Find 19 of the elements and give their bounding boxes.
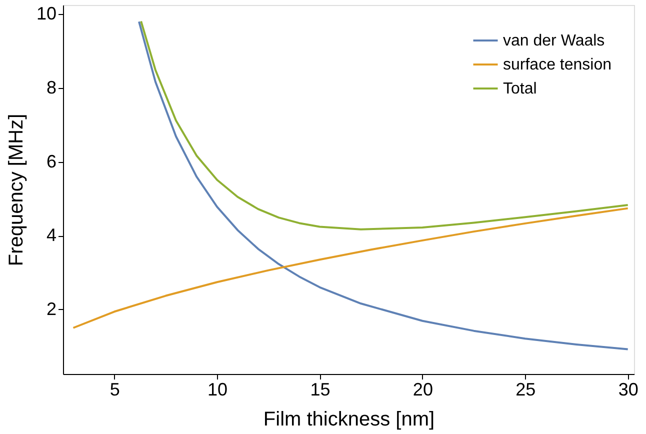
y-tick-label: 10 <box>36 4 56 24</box>
x-tick-label: 15 <box>310 380 330 400</box>
x-tick-label: 20 <box>412 380 433 400</box>
x-axis-title: Film thickness [nm] <box>263 408 435 430</box>
legend-label: Total <box>503 80 537 98</box>
y-tick-label: 8 <box>46 78 56 98</box>
x-tick-label: 10 <box>208 380 228 400</box>
x-tick-label: 30 <box>618 380 638 400</box>
line-series <box>72 207 629 329</box>
x-tick-label: 25 <box>516 380 536 400</box>
line-series <box>138 20 629 350</box>
legend-label: surface tension <box>503 56 612 74</box>
x-tick-label: 5 <box>110 380 120 400</box>
y-axis-title: Frequency [MHz] <box>5 114 28 266</box>
y-tick-label: 4 <box>46 225 56 246</box>
y-tick-label: 6 <box>46 151 56 172</box>
legend-label: van der Waals <box>503 32 605 50</box>
line-series <box>140 20 629 230</box>
y-tick-label: 2 <box>46 298 56 319</box>
